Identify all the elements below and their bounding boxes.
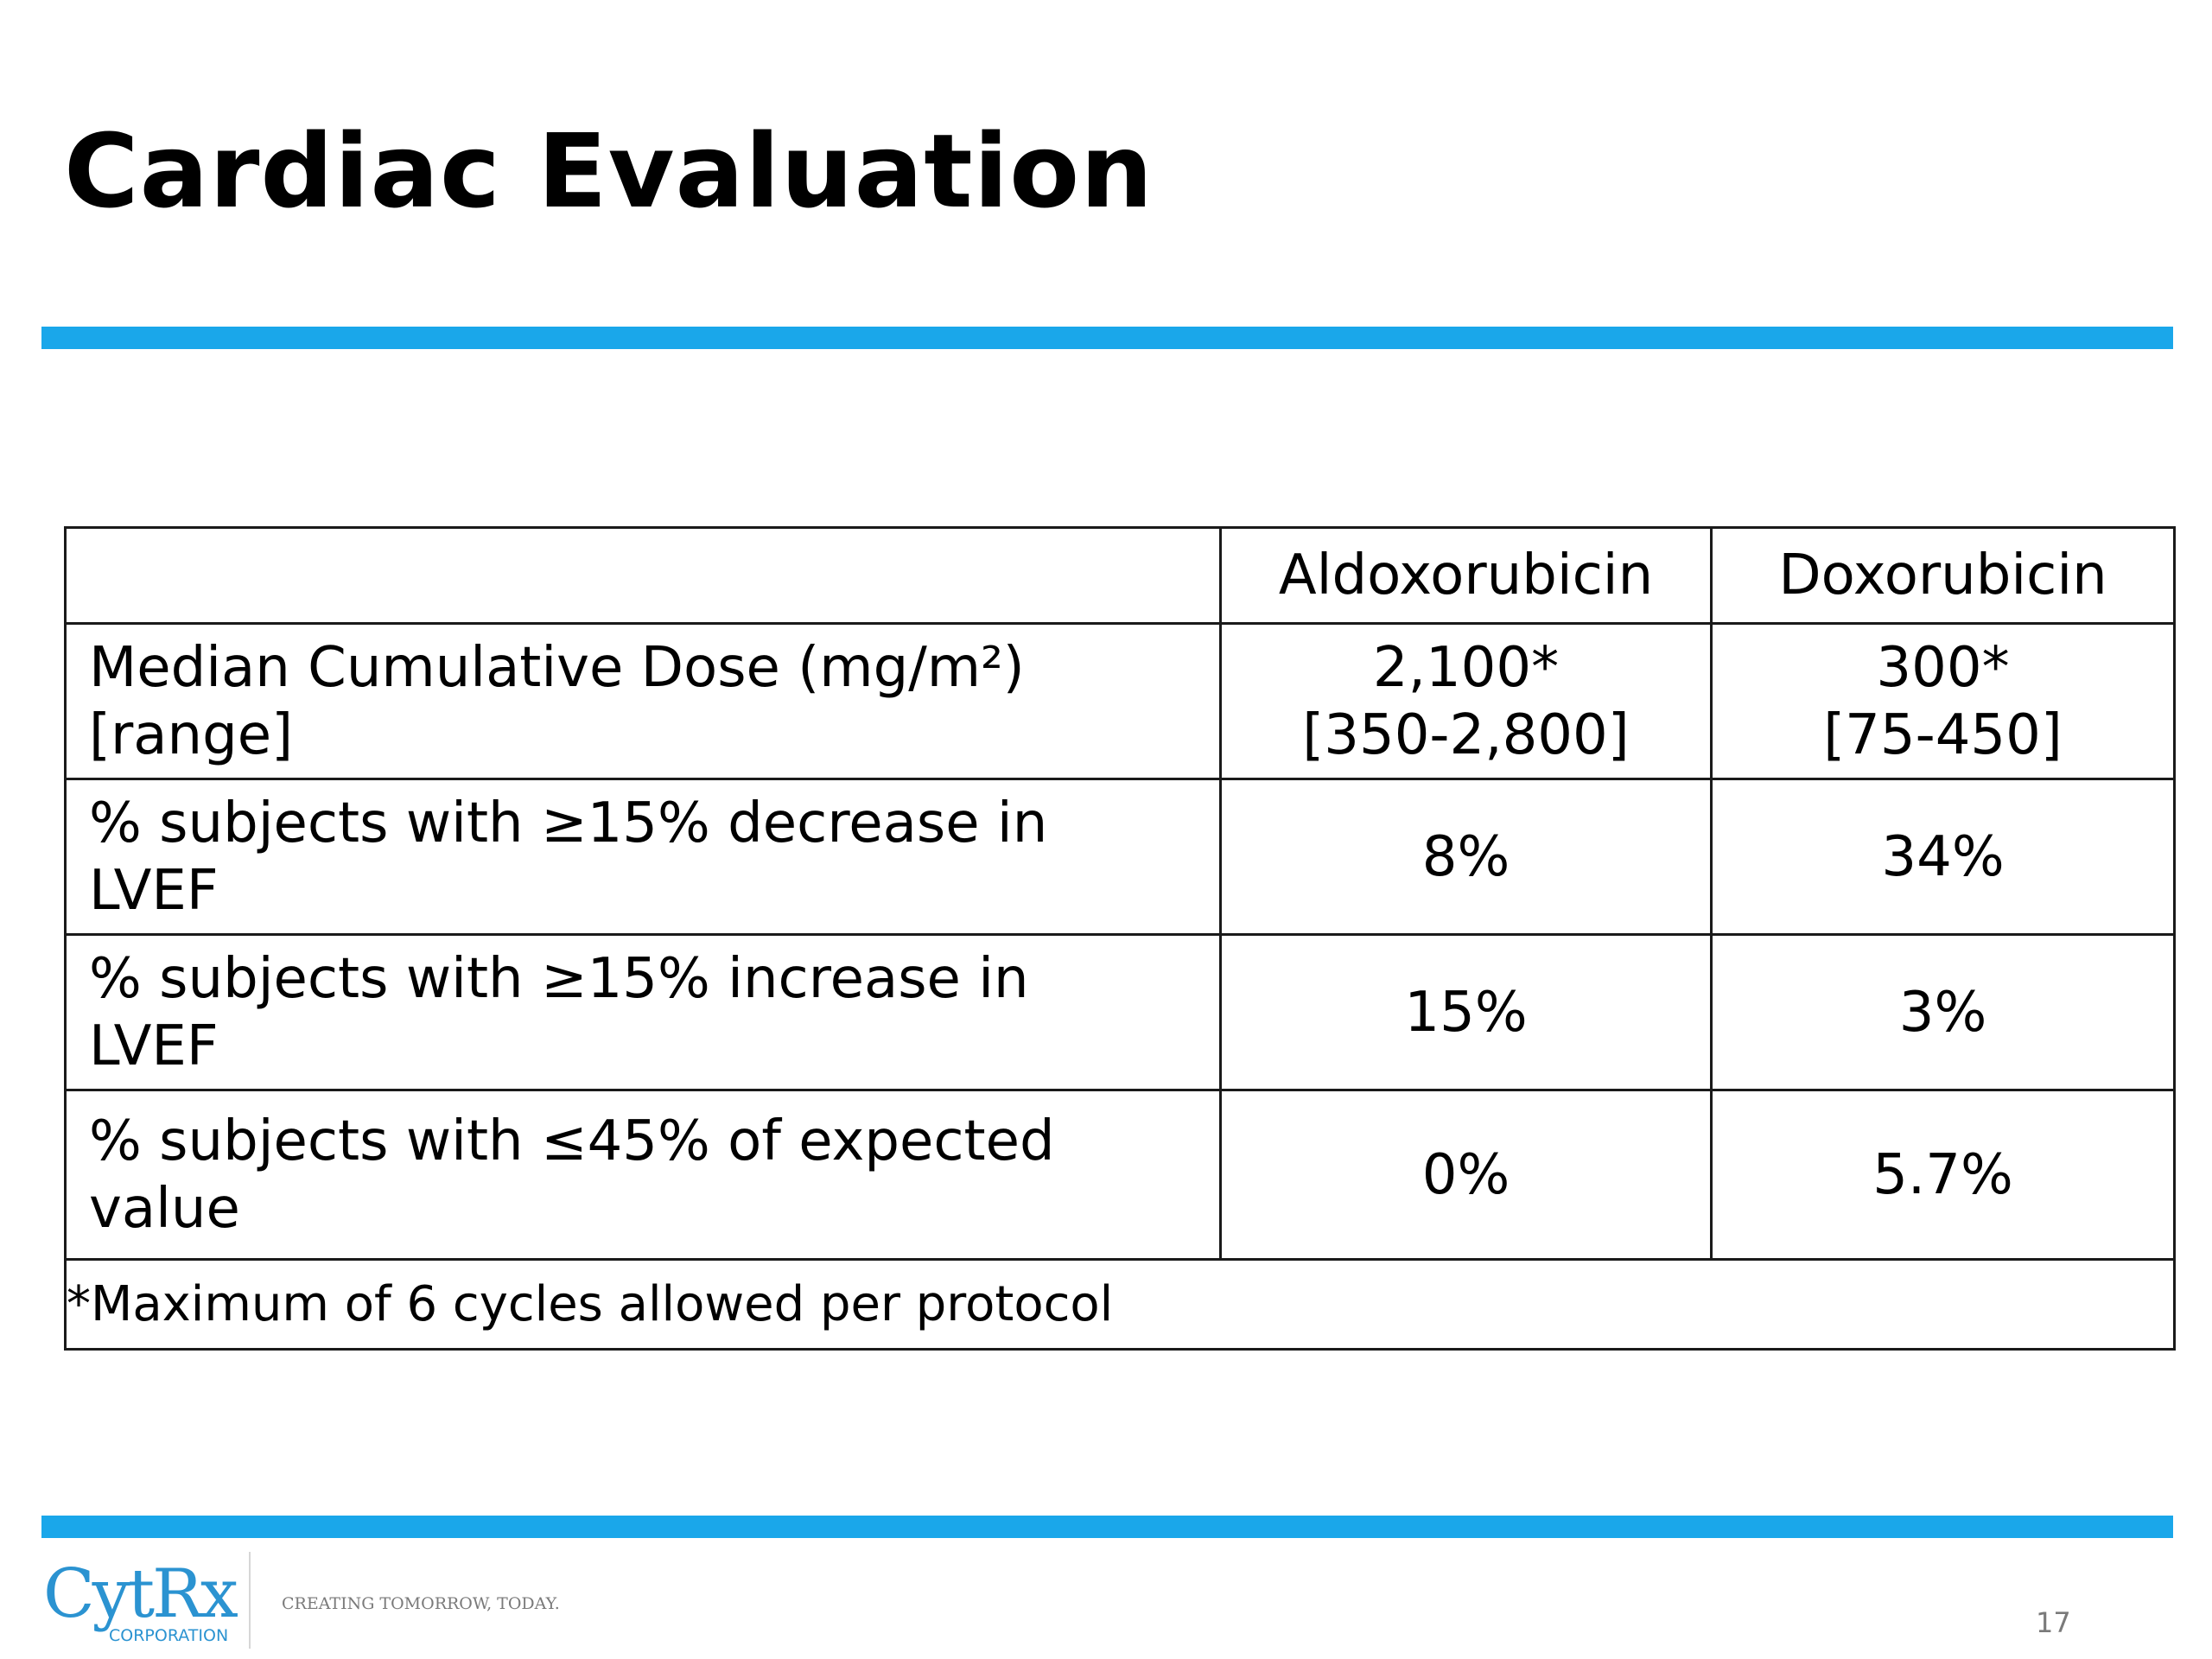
cell-aldoxorubicin-lvef-decrease: 8%: [1219, 778, 1713, 936]
cell-doxorubicin-median-dose: 300* [75-450]: [1710, 622, 2176, 780]
cell-aldoxorubicin-expected-value: 0%: [1219, 1089, 1713, 1261]
cytrx-logo: CytRx CORPORATION: [43, 1555, 251, 1652]
cell-aldoxorubicin-lvef-increase: 15%: [1219, 933, 1713, 1091]
page-number: 17: [2036, 1606, 2071, 1639]
row-label-line: LVEF: [89, 858, 219, 923]
table-footnote: *Maximum of 6 cycles allowed per protoco…: [64, 1258, 2176, 1351]
cell-value-line: 2,100*: [1372, 635, 1560, 700]
header-aldoxorubicin: Aldoxorubicin: [1219, 526, 1713, 625]
table-row-lvef-increase: % subjects with ≥15% increase in LVEF 15…: [64, 933, 2176, 1091]
row-label-lvef-increase: % subjects with ≥15% increase in LVEF: [64, 933, 1222, 1091]
table-row-lvef-decrease: % subjects with ≥15% decrease in LVEF 8%…: [64, 778, 2176, 936]
table-footnote-row: *Maximum of 6 cycles allowed per protoco…: [64, 1258, 2176, 1351]
cell-value-line: [350-2,800]: [1302, 702, 1630, 767]
cardiac-evaluation-table: Aldoxorubicin Doxorubicin Median Cumulat…: [64, 526, 2176, 1351]
cell-doxorubicin-expected-value: 5.7%: [1710, 1089, 2176, 1261]
cell-value-line: 300*: [1876, 635, 2010, 700]
header-doxorubicin: Doxorubicin: [1710, 526, 2176, 625]
row-label-median-dose: Median Cumulative Dose (mg/m²) [range]: [64, 622, 1222, 780]
table-row-median-dose: Median Cumulative Dose (mg/m²) [range] 2…: [64, 622, 2176, 780]
bottom-accent-rule: [41, 1516, 2173, 1538]
row-label-line: % subjects with ≤45% of expected: [89, 1109, 1055, 1173]
table-header-row: Aldoxorubicin Doxorubicin: [64, 526, 2176, 625]
slide-title: Cardiac Evaluation: [64, 111, 1154, 231]
row-label-line: % subjects with ≥15% increase in: [89, 946, 1029, 1011]
logo-subtext: CORPORATION: [109, 1626, 229, 1645]
cell-doxorubicin-lvef-decrease: 34%: [1710, 778, 2176, 936]
row-label-line: Median Cumulative Dose (mg/m²): [89, 635, 1025, 700]
header-corner-cell: [64, 526, 1222, 625]
row-label-line: value: [89, 1176, 240, 1241]
footer-divider: [249, 1552, 251, 1649]
cell-value-line: [75-450]: [1823, 702, 2063, 767]
footer-tagline: CREATING TOMORROW, TODAY.: [282, 1594, 560, 1613]
cell-aldoxorubicin-median-dose: 2,100* [350-2,800]: [1219, 622, 1713, 780]
logo-wordmark: CytRx: [43, 1555, 238, 1633]
table-row-expected-value: % subjects with ≤45% of expected value 0…: [64, 1089, 2176, 1261]
top-accent-rule: [41, 327, 2173, 349]
cell-doxorubicin-lvef-increase: 3%: [1710, 933, 2176, 1091]
row-label-line: % subjects with ≥15% decrease in: [89, 791, 1048, 855]
row-label-line: [range]: [89, 702, 294, 767]
row-label-line: LVEF: [89, 1014, 219, 1078]
row-label-lvef-decrease: % subjects with ≥15% decrease in LVEF: [64, 778, 1222, 936]
row-label-expected-value: % subjects with ≤45% of expected value: [64, 1089, 1222, 1261]
